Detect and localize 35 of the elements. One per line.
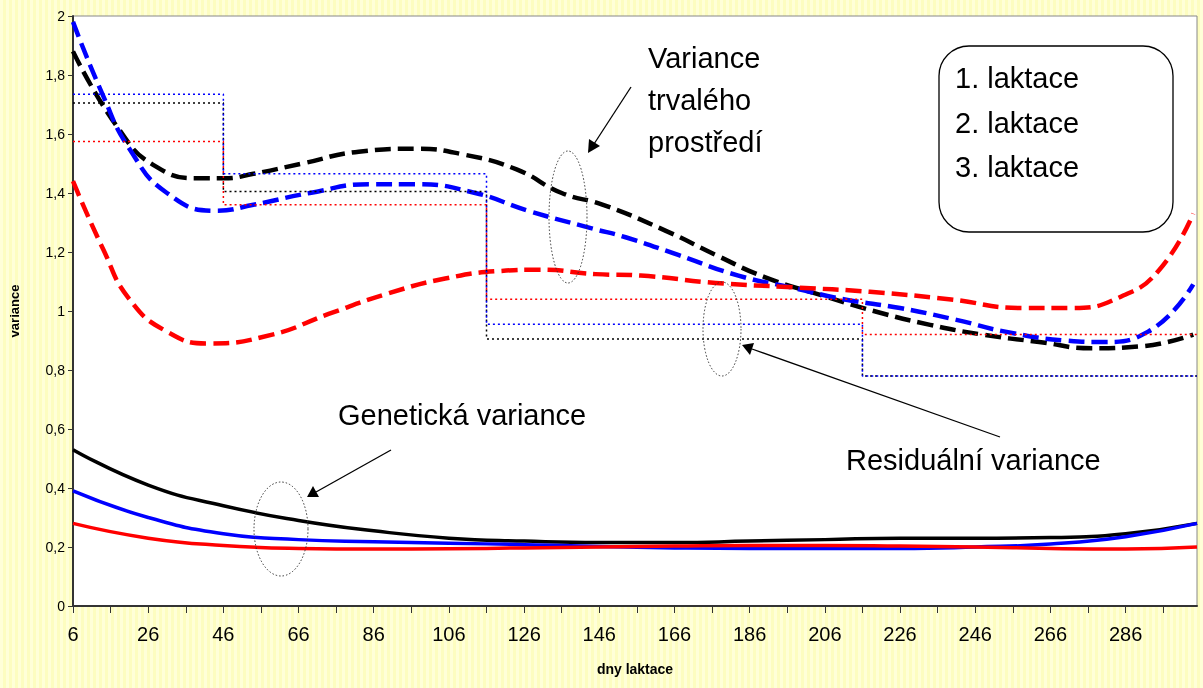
y-tick-label: 0,6	[45, 421, 66, 437]
annotation: Variance trvalého prostředí	[648, 42, 763, 158]
line-series	[71, 521, 1199, 551]
y-tick-label: 0,2	[45, 539, 66, 555]
y-tick-label: 1,6	[45, 126, 66, 142]
x-tick-label: 226	[883, 623, 917, 645]
x-tick-label: 66	[287, 623, 310, 645]
x-tick-label: 206	[808, 623, 842, 645]
x-tick-label: 146	[582, 623, 616, 645]
x-tick-label: 286	[1108, 623, 1143, 645]
x-tick-label: 26	[137, 623, 160, 645]
y-tick-label: 0,8	[45, 362, 66, 378]
x-tick-label: 126	[507, 623, 541, 645]
x-tick-label: 266	[1033, 623, 1068, 645]
y-tick-label: 1,8	[45, 67, 66, 83]
y-tick-label: 1,2	[45, 244, 66, 260]
x-axis-title: dny laktace	[596, 661, 674, 677]
y-tick-label: 0,4	[45, 480, 66, 496]
annotation: 1. laktace	[955, 62, 1080, 94]
annotation: Genetická variance	[338, 399, 587, 431]
annotation: Residuální variance	[846, 444, 1101, 476]
x-tick-label: 46	[212, 623, 235, 645]
x-tick-label: 86	[362, 623, 385, 645]
annotation: 3. laktace	[955, 151, 1080, 183]
x-tick-label: 6	[67, 623, 79, 645]
x-tick-label: 186	[732, 623, 767, 645]
y-tick-label: 1	[57, 303, 66, 319]
x-tick-label: 166	[657, 623, 692, 645]
x-tick-label: 246	[958, 623, 992, 645]
y-axis-title: variance	[7, 284, 22, 338]
y-tick-label: 0	[57, 598, 66, 614]
y-tick-label: 2	[57, 8, 66, 24]
annotation: 2. laktace	[955, 106, 1080, 139]
y-tick-label: 1,4	[45, 185, 66, 201]
x-tick-label: 106	[432, 623, 466, 645]
